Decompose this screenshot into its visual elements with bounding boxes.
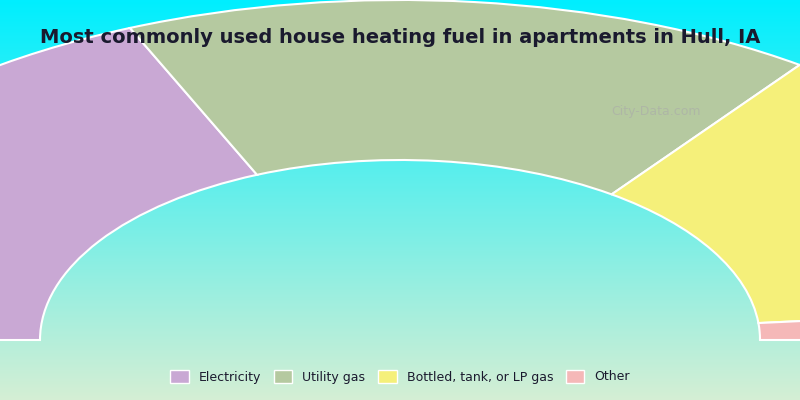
Wedge shape xyxy=(758,308,800,340)
Legend: Electricity, Utility gas, Bottled, tank, or LP gas, Other: Electricity, Utility gas, Bottled, tank,… xyxy=(164,364,636,390)
Wedge shape xyxy=(612,65,800,323)
Text: Most commonly used house heating fuel in apartments in Hull, IA: Most commonly used house heating fuel in… xyxy=(40,28,760,47)
Wedge shape xyxy=(0,28,257,340)
Text: City-Data.com: City-Data.com xyxy=(611,106,701,118)
Wedge shape xyxy=(130,0,800,194)
